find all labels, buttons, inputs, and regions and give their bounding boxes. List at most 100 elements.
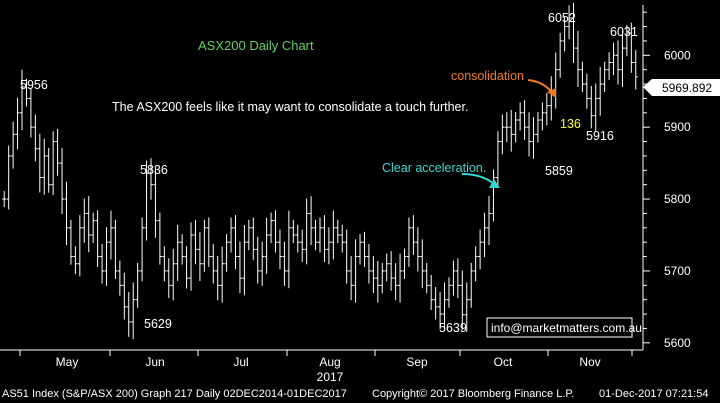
ohlc-bar: [451, 260, 456, 296]
ohlc-bar: [629, 22, 634, 73]
ohlc-bar: [455, 258, 460, 298]
price-label: 5859: [545, 164, 573, 178]
ohlc-bar: [313, 219, 318, 251]
x-tick-label: Aug: [319, 355, 340, 369]
ohlc-bar: [166, 258, 171, 298]
ohlc-bar: [589, 85, 594, 129]
ohlc-bar: [571, 2, 576, 64]
ohlc-bar: [277, 229, 282, 270]
x-tick-label: Jun: [145, 355, 164, 369]
price-label: 5629: [144, 317, 172, 331]
x-tick-label: Nov: [579, 355, 600, 369]
ohlc-bar: [495, 131, 500, 188]
x-tick-label: May: [56, 355, 79, 369]
ohlc-bar: [269, 212, 274, 244]
y-tick-label: 6000: [664, 48, 691, 62]
y-tick-label: 5700: [664, 264, 691, 278]
ohlc-bar: [291, 219, 296, 244]
ohlc-bar: [189, 222, 194, 291]
ohlc-bar: [193, 220, 198, 265]
website-link[interactable]: info@marketmatters.com.au: [491, 321, 642, 335]
ohlc-bar: [567, 5, 572, 40]
ohlc-bar: [509, 109, 514, 152]
ohlc-bar: [473, 246, 478, 282]
ohlc-bar: [513, 111, 518, 143]
ohlc-bar: [64, 181, 69, 246]
ohlc-bar: [424, 262, 429, 294]
price-label: 5916: [586, 129, 614, 143]
ohlc-bar: [113, 219, 118, 279]
ohlc-bar: [478, 229, 483, 270]
ohlc-bar: [344, 229, 349, 284]
ohlc-bar: [37, 133, 42, 193]
ohlc-bar: [304, 198, 309, 265]
ohlc-bar: [100, 243, 105, 284]
ohlc-bar: [180, 234, 185, 265]
ohlc-bar: [251, 217, 256, 260]
ohlc-bar: [624, 24, 629, 57]
ohlc-bar: [2, 191, 7, 208]
ohlc-bar: [135, 262, 140, 308]
x-tick-label: Oct: [494, 355, 513, 369]
ohlc-bar: [518, 102, 523, 131]
footer-copyright: Copyright© 2017 Bloomberg Finance L.P.: [372, 388, 575, 400]
ohlc-bar: [487, 196, 492, 246]
ohlc-bar: [340, 224, 345, 253]
ohlc-bar: [255, 236, 260, 284]
ohlc-bar: [549, 76, 554, 121]
ohlc-bar: [122, 272, 127, 320]
consolidation-arrowhead-icon: [547, 88, 556, 98]
ohlc-bars: [2, 2, 638, 340]
ohlc-bar: [11, 121, 16, 169]
ohlc-bar: [82, 198, 87, 243]
ohlc-bar: [197, 232, 202, 281]
ohlc-bar: [411, 215, 416, 255]
ohlc-bar: [611, 42, 616, 76]
ohlc-bar: [162, 246, 167, 282]
points-label: 136: [560, 117, 581, 131]
x-axis-ticks: May Jun Jul Aug Sep Oct Nov 2017: [19, 350, 633, 384]
ohlc-bar: [358, 234, 363, 265]
ohlc-bar: [384, 253, 389, 282]
website-box: [486, 317, 633, 338]
ohlc-bar: [504, 112, 509, 143]
ohlc-bar: [429, 274, 434, 311]
ohlc-bar: [580, 61, 585, 93]
ohlc-bar: [237, 241, 242, 294]
ohlc-bar: [224, 234, 229, 272]
ohlc-bar: [326, 227, 331, 265]
ohlc-bar: [460, 270, 465, 330]
price-label: 6052: [548, 11, 576, 25]
ohlc-bar: [558, 32, 563, 78]
price-label: 5956: [20, 78, 48, 92]
ohlc-bar: [371, 255, 376, 294]
ohlc-bar: [540, 102, 545, 131]
ohlc-bar: [393, 263, 398, 301]
ohlc-bar: [144, 160, 149, 241]
ohlc-bar: [562, 16, 567, 52]
ohlc-bar: [77, 215, 82, 277]
ohlc-bar: [375, 260, 380, 303]
ohlc-bar: [584, 73, 589, 109]
footer-timestamp: 01-Dec-2017 07:21:54: [599, 388, 709, 400]
ohlc-bar: [464, 282, 469, 333]
ohlc-bar: [273, 210, 278, 253]
y-tick-label: 5800: [664, 192, 691, 206]
ohlc-bar: [51, 131, 56, 196]
ohlc-bar: [42, 138, 47, 195]
ohlc-bar: [491, 169, 496, 222]
footer-left: AS51 Index (S&P/ASX 200) Graph 217 Daily…: [2, 388, 347, 400]
ohlc-bar: [91, 212, 96, 244]
x-year-label: 2017: [317, 370, 344, 384]
ohlc-bar: [522, 100, 527, 140]
ohlc-bar: [500, 114, 505, 155]
ohlc-bar: [295, 224, 300, 253]
y-axis-ticks: 5600 5700 5800 5900 6000: [643, 11, 691, 350]
ohlc-bar: [246, 219, 251, 251]
ohlc-bar: [553, 52, 558, 109]
ohlc-bar: [28, 88, 33, 138]
y-tick-label: 5600: [664, 336, 691, 350]
ohlc-bar: [607, 52, 612, 81]
ohlc-bar: [6, 145, 11, 210]
ohlc-bar: [527, 112, 532, 157]
